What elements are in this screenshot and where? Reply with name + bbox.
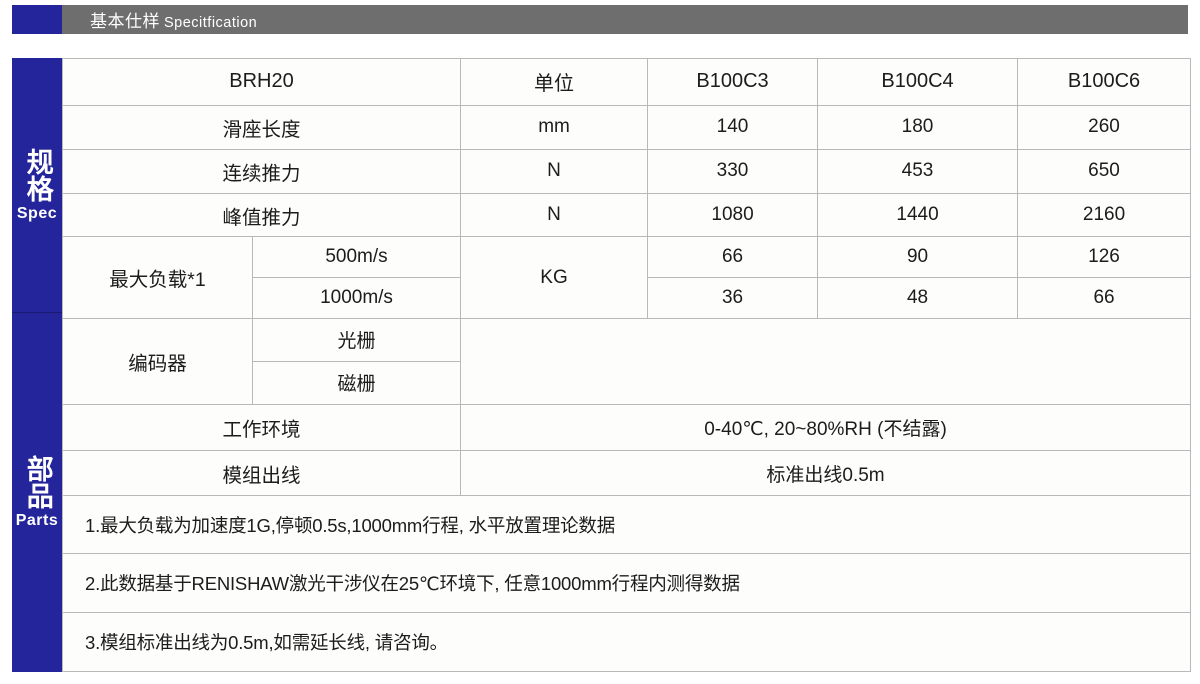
cell-max-load-500-b100c4: 90 (817, 236, 1019, 279)
cell-slide-length-b100c4: 180 (817, 104, 1019, 150)
section-title-en: Specitfication (164, 15, 258, 31)
row-label-environment: 工作环境 (61, 403, 462, 451)
row-unit-peak-thrust: N (460, 192, 649, 238)
cell-max-load-1000-b100c6: 66 (1017, 277, 1192, 320)
footnote-row: 3.模组标准出线为0.5m,如需延长线, 请咨询。 (61, 611, 1192, 673)
row-label-cable: 模组出线 (61, 449, 462, 497)
header-model: BRH20 (61, 58, 462, 106)
cell-continuous-thrust-b100c6: 650 (1017, 148, 1192, 194)
row-label-slide-length: 滑座长度 (61, 104, 462, 150)
header-col-b100c6: B100C6 (1017, 58, 1192, 106)
cell-slide-length-b100c3: 140 (647, 104, 819, 150)
rail-label-parts-en: Parts (15, 512, 59, 529)
footnote-row: 1.最大负载为加速度1G,停顿0.5s,1000mm行程, 水平放置理论数据 (61, 495, 1192, 554)
row-label-continuous-thrust: 连续推力 (61, 148, 462, 194)
section-title-bar: 基本仕样 Specitfication (12, 5, 1188, 34)
row-label-encoder: 编码器 (62, 318, 253, 405)
table-row: 最大负载*1 500m/s KG 66 90 126 (62, 236, 1192, 320)
table-row: 编码器 光栅 (62, 318, 1192, 405)
table-row: 1000m/s 36 48 66 (63, 277, 1192, 320)
title-accent-swatch (12, 5, 62, 34)
rail-label-spec-cn: 规格 (22, 147, 53, 202)
cell-peak-thrust-b100c6: 2160 (1017, 192, 1192, 238)
row-unit-continuous-thrust: N (460, 148, 649, 194)
rail-section-spec: 规格 Spec (12, 58, 62, 313)
row-label-peak-thrust: 峰值推力 (61, 192, 462, 238)
row-unit-slide-length: mm (460, 104, 649, 150)
footnote-3: 3.模组标准出线为0.5m,如需延长线, 请咨询。 (61, 611, 1192, 673)
table-row: 工作环境 0-40℃, 20~80%RH (不结露) (61, 403, 1192, 451)
spec-sheet: 规格 Spec 部品 Parts BRH20 单位 B100C3 B100C4 … (12, 58, 1192, 673)
rail-label-spec-en: Spec (16, 204, 58, 222)
row-sublabel-max-load-500: 500m/s (251, 236, 462, 279)
table-header-row: BRH20 单位 B100C3 B100C4 B100C6 (61, 58, 1192, 106)
table-row: 滑座长度 mm 140 180 260 (61, 104, 1192, 150)
footnote-2: 2.此数据基于RENISHAW激光干涉仪在25℃环境下, 任意1000mm行程内… (61, 552, 1192, 613)
row-label-max-load: 最大负载*1 (62, 236, 253, 320)
cell-max-load-500-b100c3: 66 (647, 236, 819, 279)
footnote-row: 2.此数据基于RENISHAW激光干涉仪在25℃环境下, 任意1000mm行程内… (61, 552, 1192, 613)
header-unit: 单位 (460, 58, 649, 106)
rail-section-parts: 部品 Parts (12, 313, 62, 672)
cell-peak-thrust-b100c4: 1440 (817, 192, 1019, 238)
row-unit-max-load: KG (460, 236, 649, 320)
table-row: 磁栅 (63, 360, 1191, 405)
cell-peak-thrust-b100c3: 1080 (647, 192, 819, 238)
row-sublabel-encoder-magnetic: 磁栅 (251, 360, 462, 405)
table-row: 峰值推力 N 1080 1440 2160 (61, 192, 1192, 238)
cell-continuous-thrust-b100c3: 330 (647, 148, 819, 194)
cell-continuous-thrust-b100c4: 453 (817, 148, 1019, 194)
cell-max-load-1000-b100c3: 36 (647, 277, 819, 320)
cell-slide-length-b100c6: 260 (1017, 104, 1192, 150)
header-col-b100c3: B100C3 (647, 58, 819, 106)
cell-cable-value: 标准出线0.5m (460, 449, 1192, 497)
rail-label-parts-cn: 部品 (22, 455, 53, 509)
table-row: 模组出线 标准出线0.5m (61, 449, 1192, 497)
cell-max-load-1000-b100c4: 48 (817, 277, 1019, 320)
section-title-cn: 基本仕样 (90, 12, 160, 31)
row-sublabel-encoder-optical: 光栅 (251, 318, 462, 362)
table-row: 连续推力 N 330 453 650 (61, 148, 1192, 194)
specification-table: BRH20 单位 B100C3 B100C4 B100C6 滑座长度 mm 14… (61, 58, 1192, 673)
cell-encoder-values (460, 318, 1192, 405)
footnote-1: 1.最大负载为加速度1G,停顿0.5s,1000mm行程, 水平放置理论数据 (61, 495, 1192, 554)
cell-environment-value: 0-40℃, 20~80%RH (不结露) (460, 403, 1192, 451)
header-col-b100c4: B100C4 (817, 58, 1019, 106)
row-sublabel-max-load-1000: 1000m/s (251, 277, 462, 320)
cell-max-load-500-b100c6: 126 (1017, 236, 1192, 279)
section-title: 基本仕样 Specitfication (62, 7, 257, 32)
